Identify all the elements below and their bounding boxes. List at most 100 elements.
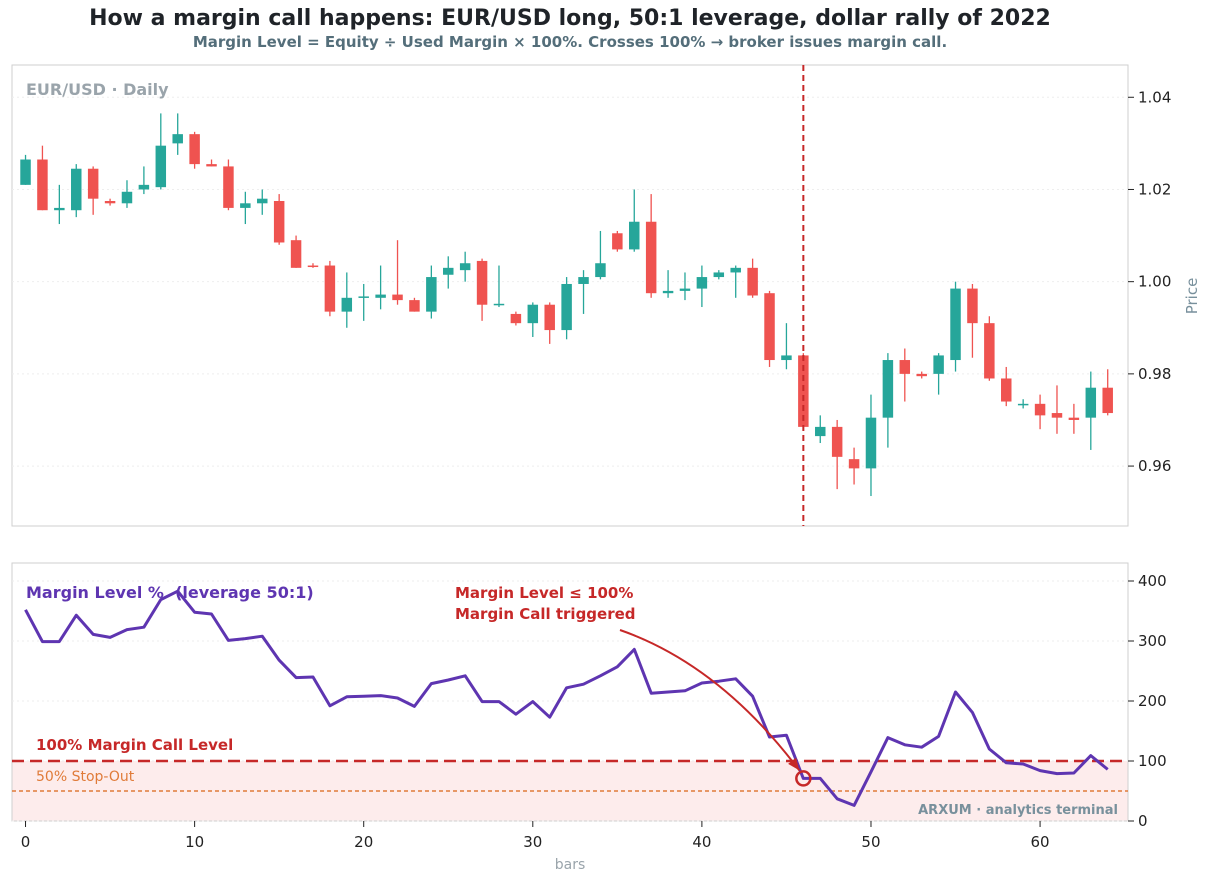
candlestick-series xyxy=(20,113,1113,497)
candle xyxy=(307,263,319,268)
candle xyxy=(882,353,894,448)
margin-y-tick-label: 300 xyxy=(1138,632,1167,650)
candle-body xyxy=(916,373,927,377)
candle-body xyxy=(679,288,691,291)
candle-body xyxy=(578,277,589,284)
candle-body xyxy=(595,263,606,278)
candle-body xyxy=(392,294,403,301)
candle xyxy=(1085,371,1097,450)
candle xyxy=(341,272,353,328)
candle-body xyxy=(358,296,369,298)
margin-y-tick-label: 100 xyxy=(1138,752,1167,770)
candle-body xyxy=(273,200,285,243)
price-gridlines xyxy=(12,96,1128,467)
candle xyxy=(679,272,691,301)
candle-body xyxy=(561,283,572,331)
candle-body xyxy=(747,267,758,296)
margin-panel: 100% Margin Call Level 50% Stop-Out Marg… xyxy=(11,562,1167,873)
candle xyxy=(443,256,454,289)
candle xyxy=(257,189,268,215)
candle-body xyxy=(527,304,539,324)
x-tick-label: 50 xyxy=(861,833,880,851)
x-axis-label: bars xyxy=(555,857,586,873)
candle-body xyxy=(257,198,268,204)
candle xyxy=(561,277,572,340)
price-y-tick-label: 0.98 xyxy=(1138,365,1171,383)
candle xyxy=(764,290,775,367)
candle-body xyxy=(848,459,860,469)
candle xyxy=(104,198,116,206)
candle-body xyxy=(71,168,82,211)
candle xyxy=(87,166,99,215)
candle-body xyxy=(645,221,657,294)
margin-call-marker xyxy=(795,770,812,787)
candle-body xyxy=(1051,413,1063,418)
candle-body xyxy=(375,294,386,298)
candle xyxy=(848,447,860,485)
candle-body xyxy=(104,200,116,204)
margin-level-line xyxy=(24,589,1109,807)
candle xyxy=(696,265,708,308)
candle xyxy=(527,302,539,337)
candle-body xyxy=(510,313,522,324)
candle xyxy=(544,302,555,344)
candle xyxy=(459,251,471,282)
margin-y-tick-label: 400 xyxy=(1138,572,1167,590)
candle-body xyxy=(307,265,319,268)
chart-subtitle: Margin Level = Equity ÷ Used Margin × 10… xyxy=(192,33,948,51)
margin-call-level-label: 100% Margin Call Level xyxy=(36,736,233,754)
candle-body xyxy=(1034,403,1046,416)
margin-series-label: Margin Level % (leverage 50:1) xyxy=(26,583,314,602)
candle xyxy=(781,323,792,370)
candle xyxy=(54,184,65,225)
candle xyxy=(71,164,82,218)
candle-body xyxy=(240,203,251,208)
candle xyxy=(493,265,505,308)
annotation-line-2: Margin Call triggered xyxy=(455,605,636,623)
candle-body xyxy=(1068,417,1080,420)
margin-y-axis: 0 100 200 300 400 xyxy=(1128,572,1167,830)
candle-body xyxy=(121,191,133,204)
margin-y-tick-label: 0 xyxy=(1138,812,1148,830)
candle xyxy=(426,265,437,319)
candle xyxy=(290,235,302,268)
price-y-tick-label: 1.02 xyxy=(1138,180,1171,198)
stop-out-level-label: 50% Stop-Out xyxy=(36,769,135,785)
candle-body xyxy=(798,355,809,427)
candle xyxy=(121,180,133,208)
candle-body xyxy=(476,260,488,305)
candle xyxy=(815,415,826,444)
candle-body xyxy=(443,267,454,275)
candle xyxy=(1068,403,1080,434)
candle-body xyxy=(950,288,961,361)
candle xyxy=(240,191,251,225)
candle xyxy=(713,270,725,280)
candle-body xyxy=(324,265,336,312)
candle xyxy=(409,297,420,312)
candle-body xyxy=(459,263,471,271)
candle xyxy=(747,258,758,298)
candle xyxy=(865,394,877,497)
candle-body xyxy=(290,240,302,268)
x-tick-label: 40 xyxy=(692,833,711,851)
annotation-line-1: Margin Level ≤ 100% xyxy=(455,584,633,602)
price-y-tick-label: 1.04 xyxy=(1138,88,1171,106)
candle-body xyxy=(172,134,183,144)
candle xyxy=(1102,369,1113,416)
chart-title: How a margin call happens: EUR/USD long,… xyxy=(89,6,1051,31)
candle xyxy=(595,230,606,280)
candle-body xyxy=(87,168,99,199)
candle-body xyxy=(612,233,623,250)
x-tick-label: 30 xyxy=(523,833,542,851)
candle-body xyxy=(341,297,353,312)
candle xyxy=(324,260,336,317)
candle xyxy=(950,281,961,372)
candle xyxy=(37,145,48,211)
candle xyxy=(189,131,200,169)
candle xyxy=(612,230,623,252)
candle-body xyxy=(1017,403,1029,406)
candle-body xyxy=(882,360,894,418)
candle xyxy=(578,270,589,314)
candle-body xyxy=(764,293,775,361)
